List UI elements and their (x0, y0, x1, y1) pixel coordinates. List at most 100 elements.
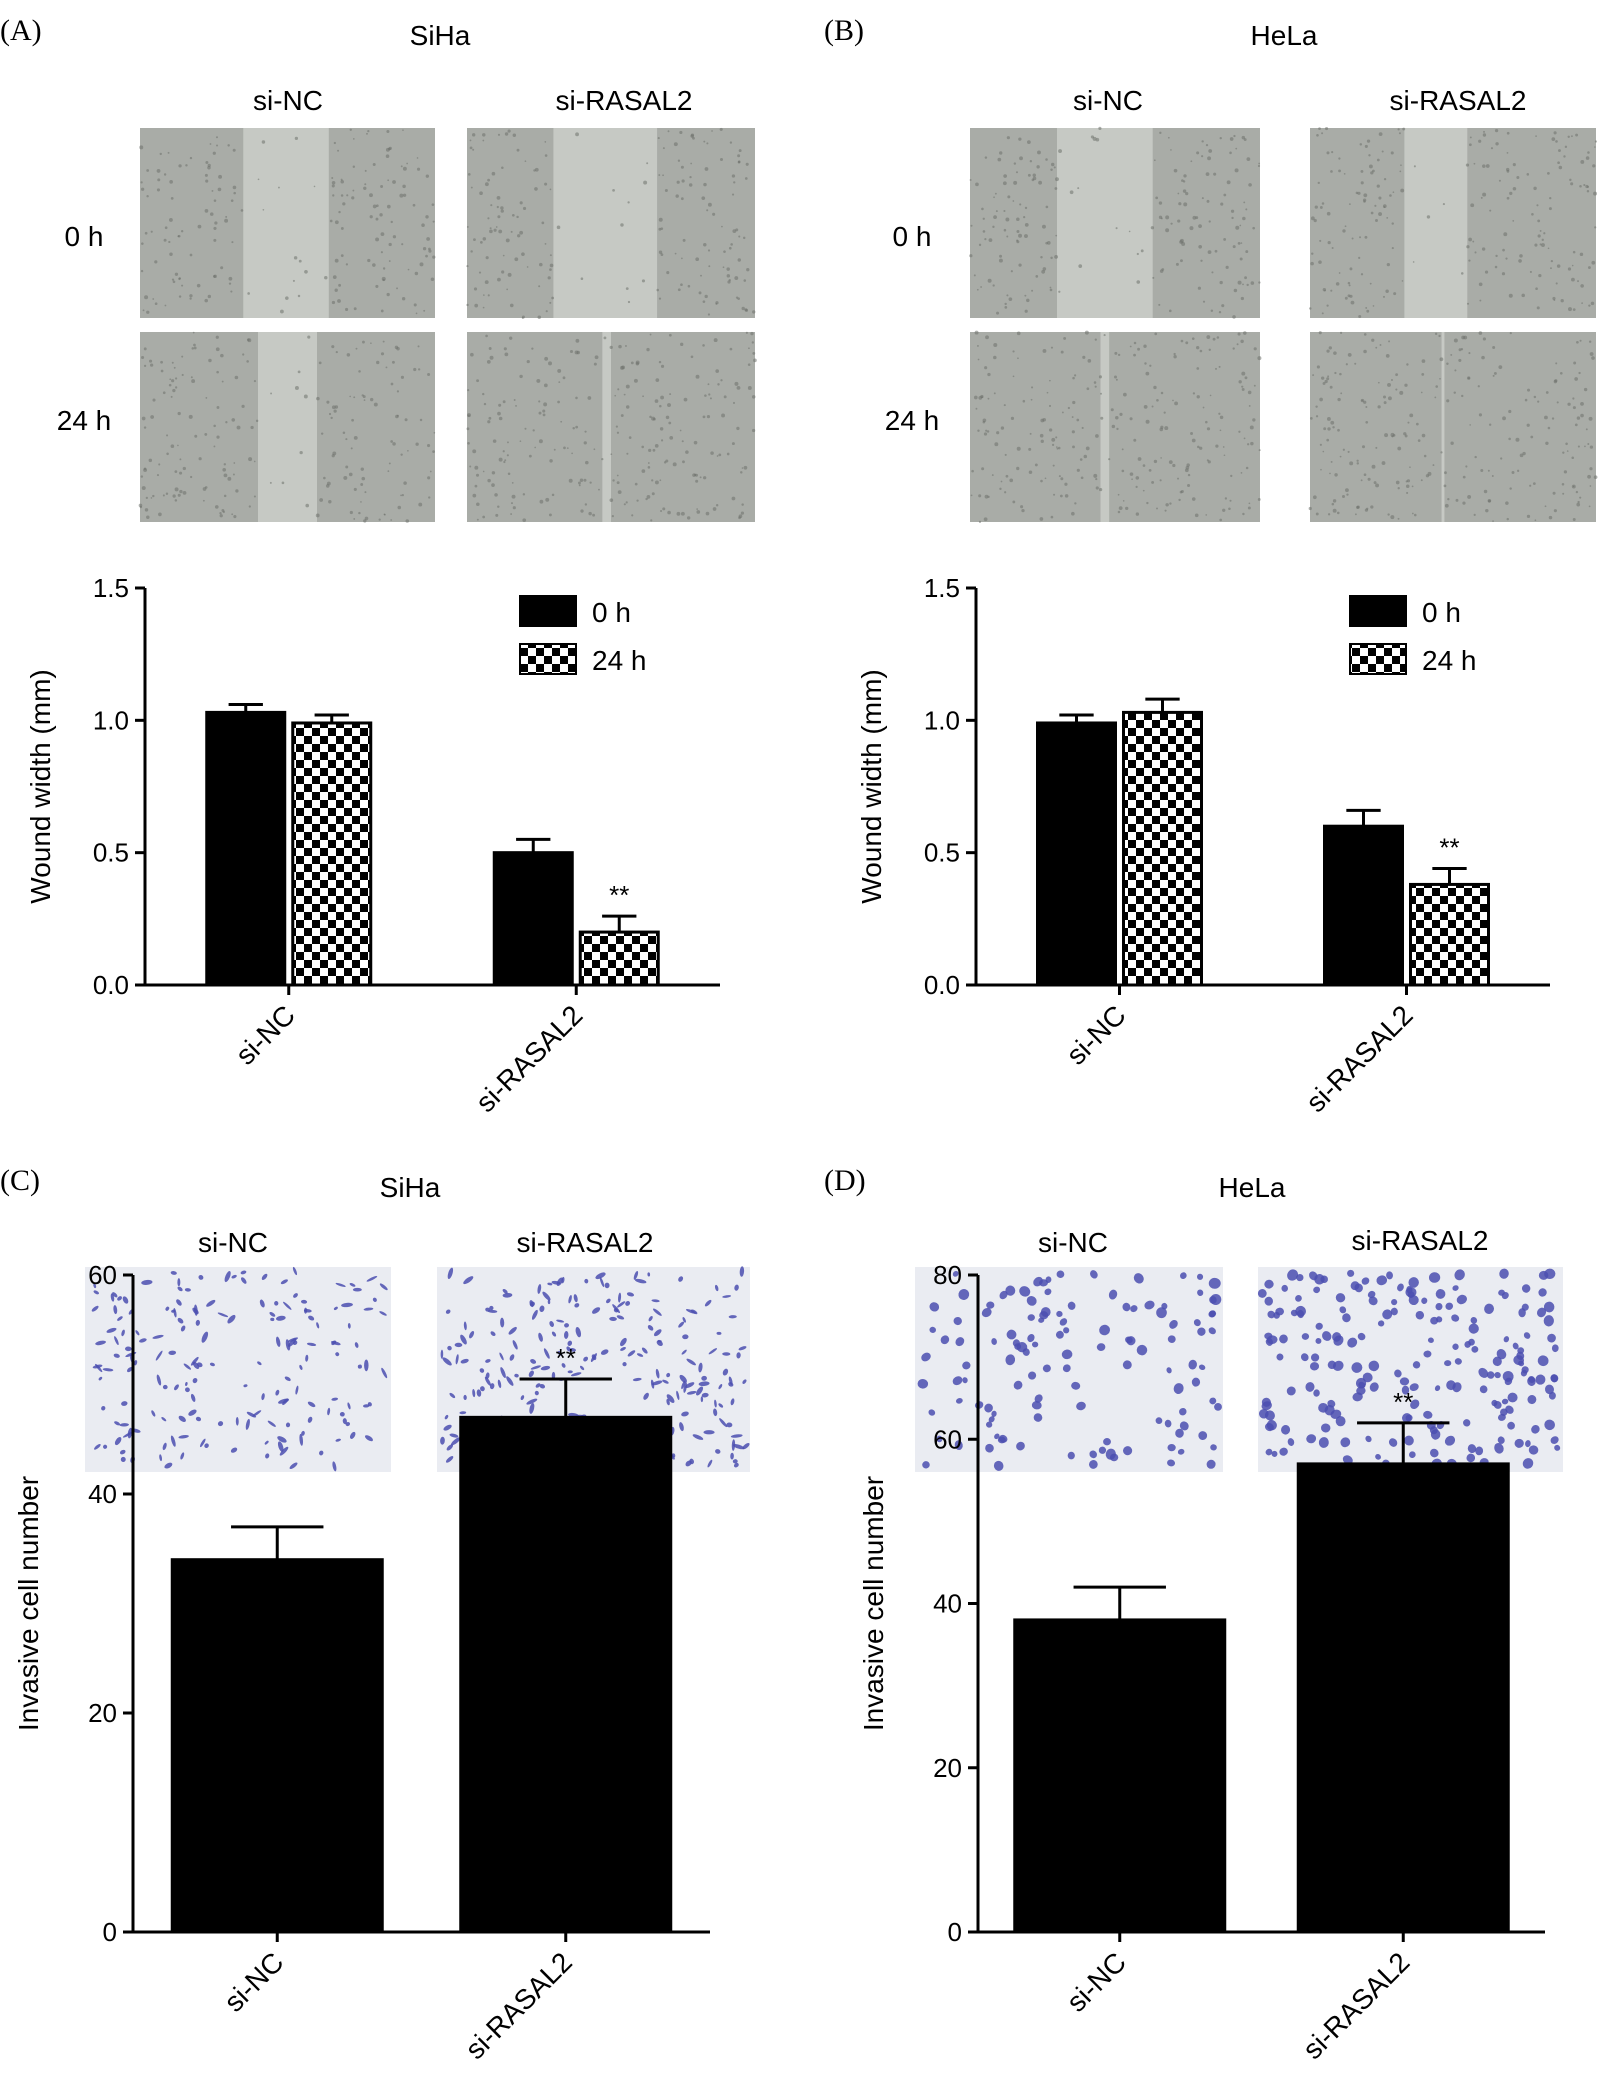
cell-speck (1572, 406, 1576, 410)
cell-speck (1067, 406, 1070, 410)
cell-speck (1381, 461, 1386, 465)
cell-speck (1326, 211, 1331, 216)
cell-speck (1182, 189, 1187, 193)
stained-cell (655, 1368, 660, 1379)
cell-speck (1031, 289, 1034, 292)
stained-cell (280, 1279, 288, 1285)
cell-speck (654, 399, 659, 403)
cell-speck (1148, 469, 1152, 472)
stained-cell (1409, 1383, 1419, 1391)
stained-cell (1313, 1286, 1321, 1294)
stained-cell (606, 1298, 611, 1304)
stained-cell (732, 1459, 738, 1464)
cell-speck (617, 490, 622, 494)
cell-speck (472, 449, 477, 454)
cell-speck (1114, 375, 1117, 379)
cell-speck (502, 400, 506, 404)
cell-speck (1241, 385, 1244, 388)
cell-speck (466, 427, 470, 431)
cell-speck (1108, 458, 1111, 461)
stained-cell (180, 1452, 185, 1460)
cell-speck (1158, 215, 1163, 219)
cell-speck (1377, 405, 1381, 409)
cell-speck (1242, 216, 1246, 221)
cell-speck (1021, 508, 1025, 513)
cell-speck (750, 331, 754, 336)
cell-speck (1142, 464, 1146, 467)
cell-speck (703, 476, 707, 480)
cell-speck (1363, 200, 1366, 203)
stained-cell (170, 1271, 177, 1275)
cell-speck (660, 253, 664, 257)
cell-speck (1339, 331, 1343, 334)
cell-speck (1547, 247, 1550, 250)
cell-speck (319, 498, 324, 502)
stained-cell (489, 1305, 494, 1311)
cell-speck (1326, 349, 1330, 353)
stained-cell (1279, 1447, 1288, 1456)
cell-speck (1519, 453, 1524, 458)
cell-speck (1024, 294, 1027, 297)
stained-cell (1005, 1354, 1016, 1366)
stained-cell (117, 1296, 123, 1301)
cell-speck (1383, 401, 1387, 405)
cell-speck (1135, 476, 1140, 480)
cell-speck (1151, 480, 1155, 484)
cell-speck (1490, 147, 1494, 150)
cell-speck (1439, 357, 1444, 362)
cell-speck (1245, 208, 1248, 211)
cell-speck (1409, 413, 1414, 418)
cell-speck (469, 139, 472, 142)
cell-speck (1371, 338, 1375, 342)
cell-speck (1317, 181, 1320, 185)
cell-speck (695, 374, 700, 379)
x-tick-label: si-RASAL2 (1297, 1946, 1416, 2065)
cell-speck (722, 266, 725, 269)
stained-cell (1386, 1271, 1393, 1280)
cell-speck (656, 288, 659, 292)
cell-speck (1160, 457, 1162, 459)
cell-speck (1054, 187, 1058, 190)
stained-cell (1434, 1385, 1441, 1392)
stained-cell (641, 1347, 648, 1354)
cell-speck (169, 252, 173, 257)
cell-speck (1205, 514, 1208, 516)
cell-speck (1558, 165, 1563, 170)
stained-cell (155, 1350, 163, 1361)
cell-speck (1177, 219, 1181, 223)
cell-speck (375, 237, 380, 242)
cell-speck (729, 141, 733, 144)
cell-speck (1589, 467, 1593, 471)
cell-speck (506, 288, 509, 291)
x-tick-label: si-NC (230, 999, 301, 1070)
cell-speck (246, 360, 249, 363)
cell-speck (609, 345, 613, 350)
cell-speck (1180, 339, 1184, 343)
cell-speck (1248, 183, 1252, 187)
cell-speck (993, 196, 995, 199)
cell-speck (1594, 226, 1597, 229)
cell-speck (253, 460, 256, 463)
cell-speck (1576, 340, 1579, 344)
cell-speck (726, 274, 731, 278)
stained-cell (502, 1288, 508, 1294)
stained-cell (141, 1279, 153, 1285)
cell-speck (1128, 230, 1131, 233)
cell-speck (1477, 385, 1480, 388)
cell-speck (1324, 289, 1326, 292)
stained-cell (497, 1379, 502, 1389)
cell-speck (1074, 502, 1077, 505)
cell-speck (1185, 192, 1189, 196)
stained-cell (1512, 1342, 1519, 1350)
cell-speck (1470, 203, 1475, 208)
cell-speck (1239, 224, 1242, 227)
cell-speck (181, 284, 184, 287)
cell-speck (1246, 283, 1249, 287)
cell-speck (1028, 447, 1032, 451)
stained-cell (1055, 1330, 1064, 1339)
cell-speck (1406, 491, 1409, 494)
cell-speck (1563, 155, 1566, 158)
cell-speck (216, 406, 220, 409)
cell-speck (372, 204, 377, 209)
cell-speck (751, 395, 756, 399)
